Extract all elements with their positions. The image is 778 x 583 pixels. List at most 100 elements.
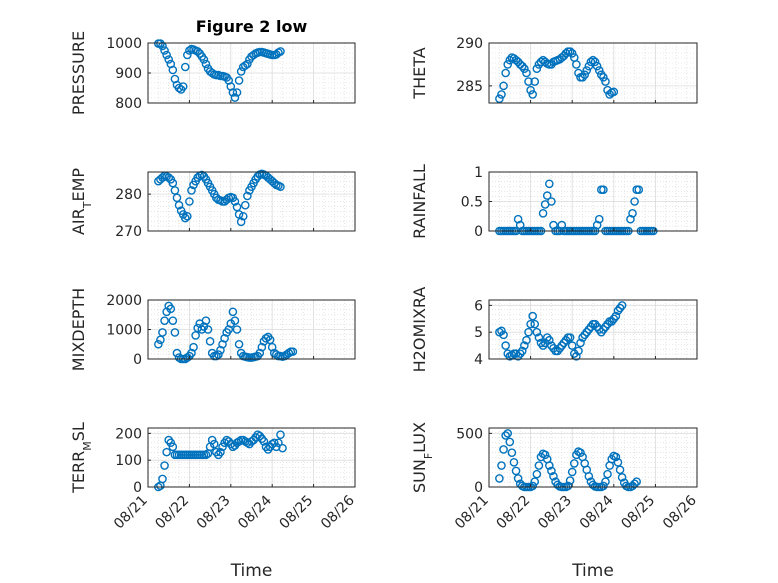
axes-box: [488, 299, 698, 360]
data-point: [495, 94, 504, 104]
data-point: [576, 338, 585, 348]
data-point: [158, 328, 167, 337]
data-point: [228, 307, 238, 317]
data-point: [158, 474, 167, 484]
data-point: [576, 448, 585, 457]
data-point: [164, 173, 173, 182]
subplot-6: 4 5 6 H2OMIXRA: [410, 287, 698, 372]
data-point: [240, 200, 250, 210]
data-point: [547, 197, 556, 206]
data-point: [530, 319, 540, 329]
chart-title: Figure 2 low: [196, 17, 308, 36]
data-point: [172, 348, 182, 358]
data-point: [497, 90, 506, 99]
data-point: [228, 88, 238, 97]
data-point: [509, 458, 519, 467]
data-point: [517, 346, 527, 356]
data-point: [495, 474, 504, 483]
y-tick-label: 800: [115, 96, 142, 112]
data-point: [507, 448, 517, 457]
data-point: [185, 197, 194, 206]
data-point: [609, 87, 619, 97]
data-point: [545, 461, 554, 470]
data-point: [272, 442, 281, 452]
data-point: [234, 339, 244, 349]
data-point: [549, 471, 558, 481]
data-point: [526, 319, 535, 329]
x-tick-label: 08/26: [660, 492, 700, 532]
data-point: [561, 48, 571, 58]
data-point: [274, 438, 283, 448]
data-point: [261, 334, 271, 343]
y-axis-label: SUNFLUX: [410, 422, 435, 493]
data-point: [567, 341, 577, 350]
data-point: [162, 50, 171, 60]
data-point: [601, 77, 610, 86]
data-point: [594, 66, 604, 75]
axes-box: [147, 427, 356, 488]
data-point: [565, 333, 575, 342]
data-point: [216, 447, 225, 457]
x-axis-label: Time: [230, 561, 273, 581]
data-point: [168, 65, 178, 75]
y-tick-label: 270: [115, 224, 142, 240]
y-axis-label: RAINFALL: [410, 164, 429, 239]
subplot-5: 0 1000 2000 MIXDEPTH: [69, 288, 356, 371]
data-point: [230, 316, 240, 325]
data-point: [154, 339, 163, 349]
data-point: [160, 316, 169, 325]
data-point: [189, 342, 198, 352]
data-point: [180, 62, 190, 72]
data-point: [183, 50, 192, 60]
data-point: [203, 325, 213, 334]
data-point: [565, 47, 575, 56]
data-point: [236, 217, 246, 227]
data-point: [166, 304, 176, 314]
data-point: [499, 445, 508, 454]
x-tick-label: 08/23: [194, 493, 234, 533]
data-point: [238, 211, 248, 221]
data-point: [528, 90, 537, 99]
y-tick-label: 0: [474, 224, 483, 240]
data-point: [632, 477, 641, 486]
data-point: [288, 347, 298, 356]
data-point: [569, 459, 579, 468]
data-point: [530, 477, 540, 486]
data-point: [545, 179, 554, 189]
subplot-1: 800 900 1000 PRESSURE Figure 2 low: [69, 17, 356, 115]
x-tick-label: 08/25: [618, 493, 658, 533]
data-point: [517, 61, 527, 71]
axes-box: [488, 42, 698, 104]
data-point: [162, 447, 171, 457]
data-point: [276, 182, 285, 192]
data-point: [526, 85, 535, 95]
y-axis-label: AIRTEMP: [69, 168, 94, 235]
data-point: [617, 473, 627, 482]
data-point: [611, 452, 621, 462]
data-point: [269, 438, 279, 448]
data-point: [234, 210, 244, 219]
data-point: [230, 197, 240, 206]
data-point: [530, 77, 540, 86]
data-point: [276, 430, 285, 440]
subplot-8: 0 500 08/21 08/22 08/23 08/24 08/25 08/26 Time SU…: [410, 422, 700, 581]
data-point: [209, 439, 219, 449]
y-axis-label: THETA: [410, 47, 429, 99]
data-point: [505, 437, 515, 447]
data-point: [183, 211, 192, 221]
y-tick-label: 5: [474, 325, 483, 341]
data-point: [534, 461, 544, 470]
subplot-7: 0 100 200 08/21 08/22 08/23 08/24 08/25 08/26 Tim…: [69, 422, 358, 581]
data-point: [232, 325, 242, 334]
data-point: [236, 67, 246, 76]
data-point: [572, 352, 581, 361]
x-tick-label: 08/23: [535, 493, 575, 533]
data-point: [243, 59, 252, 69]
data-point: [590, 57, 600, 67]
data-point: [501, 68, 510, 78]
data-point: [166, 438, 176, 448]
data-point: [172, 193, 182, 203]
data-point: [603, 469, 612, 479]
data-point: [524, 77, 533, 86]
y-tick-label: 285: [456, 79, 483, 95]
